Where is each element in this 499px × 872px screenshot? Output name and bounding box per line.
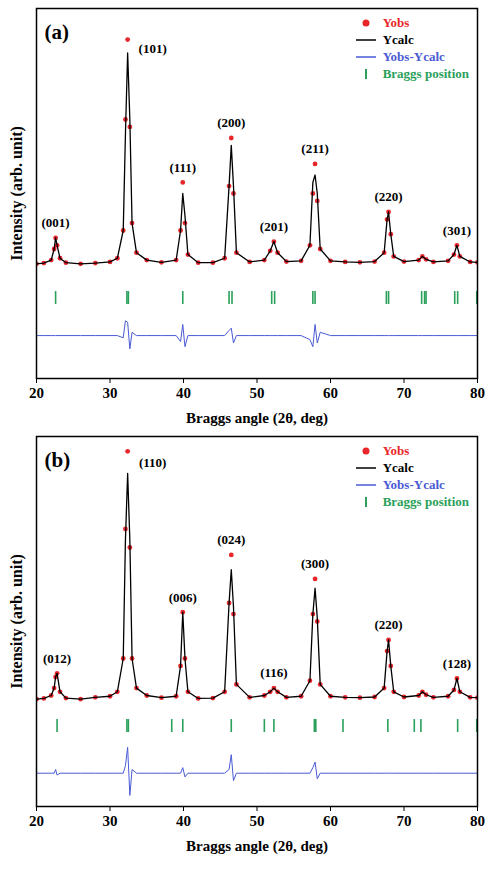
html-text:Yobs-Ycalc: Yobs-Ycalc (382, 49, 445, 64)
svg-text:Braggs angle (2θ, deg): Braggs angle (2θ, deg) (186, 838, 328, 855)
svg-text:(211): (211) (301, 141, 328, 156)
svg-text:Braggs angle (2θ, deg): Braggs angle (2θ, deg) (186, 410, 328, 427)
svg-text:(300): (300) (301, 556, 329, 571)
svg-text:(001): (001) (42, 215, 70, 230)
svg-text:60: 60 (323, 385, 338, 401)
svg-text:20: 20 (29, 385, 44, 401)
svg-text:50: 50 (250, 385, 265, 401)
svg-text:40: 40 (176, 385, 191, 401)
html-text:Yobs: Yobs (382, 443, 410, 458)
html-text:Braggs position: Braggs position (382, 494, 469, 509)
svg-text:(220): (220) (374, 189, 402, 204)
svg-text:(006): (006) (169, 590, 197, 605)
html-text:Yobs-Ycalc: Yobs-Ycalc (382, 477, 445, 492)
svg-text:(201): (201) (260, 219, 288, 234)
svg-text:20: 20 (29, 813, 44, 829)
svg-text:70: 70 (397, 813, 412, 829)
svg-text:(b): (b) (45, 448, 71, 472)
svg-text:(101): (101) (139, 41, 167, 56)
svg-text:(116): (116) (260, 665, 287, 680)
svg-text:50: 50 (250, 813, 265, 829)
svg-text:(110): (110) (139, 455, 166, 470)
svg-text:(301): (301) (443, 223, 471, 238)
html-text:Ycalc: Ycalc (382, 32, 414, 47)
svg-text:(220): (220) (374, 617, 402, 632)
svg-text:70: 70 (397, 385, 412, 401)
html-text:Yobs: Yobs (382, 15, 410, 30)
svg-text:(111): (111) (169, 160, 196, 175)
svg-text:(a): (a) (45, 20, 70, 44)
svg-text:30: 30 (103, 813, 118, 829)
svg-text:30: 30 (103, 385, 118, 401)
svg-text:Intensity (arb. unit): Intensity (arb. unit) (8, 554, 26, 689)
svg-text:40: 40 (176, 813, 191, 829)
svg-text:80: 80 (470, 385, 485, 401)
svg-text:(200): (200) (217, 115, 245, 130)
svg-text:60: 60 (323, 813, 338, 829)
svg-text:(024): (024) (217, 532, 245, 547)
svg-text:(128): (128) (443, 656, 471, 671)
svg-text:Intensity (arb. unit): Intensity (arb. unit) (8, 126, 26, 261)
svg-text:80: 80 (470, 813, 485, 829)
svg-text:(012): (012) (43, 651, 71, 666)
html-text:Ycalc: Ycalc (382, 460, 414, 475)
html-text:Braggs position: Braggs position (382, 66, 469, 81)
